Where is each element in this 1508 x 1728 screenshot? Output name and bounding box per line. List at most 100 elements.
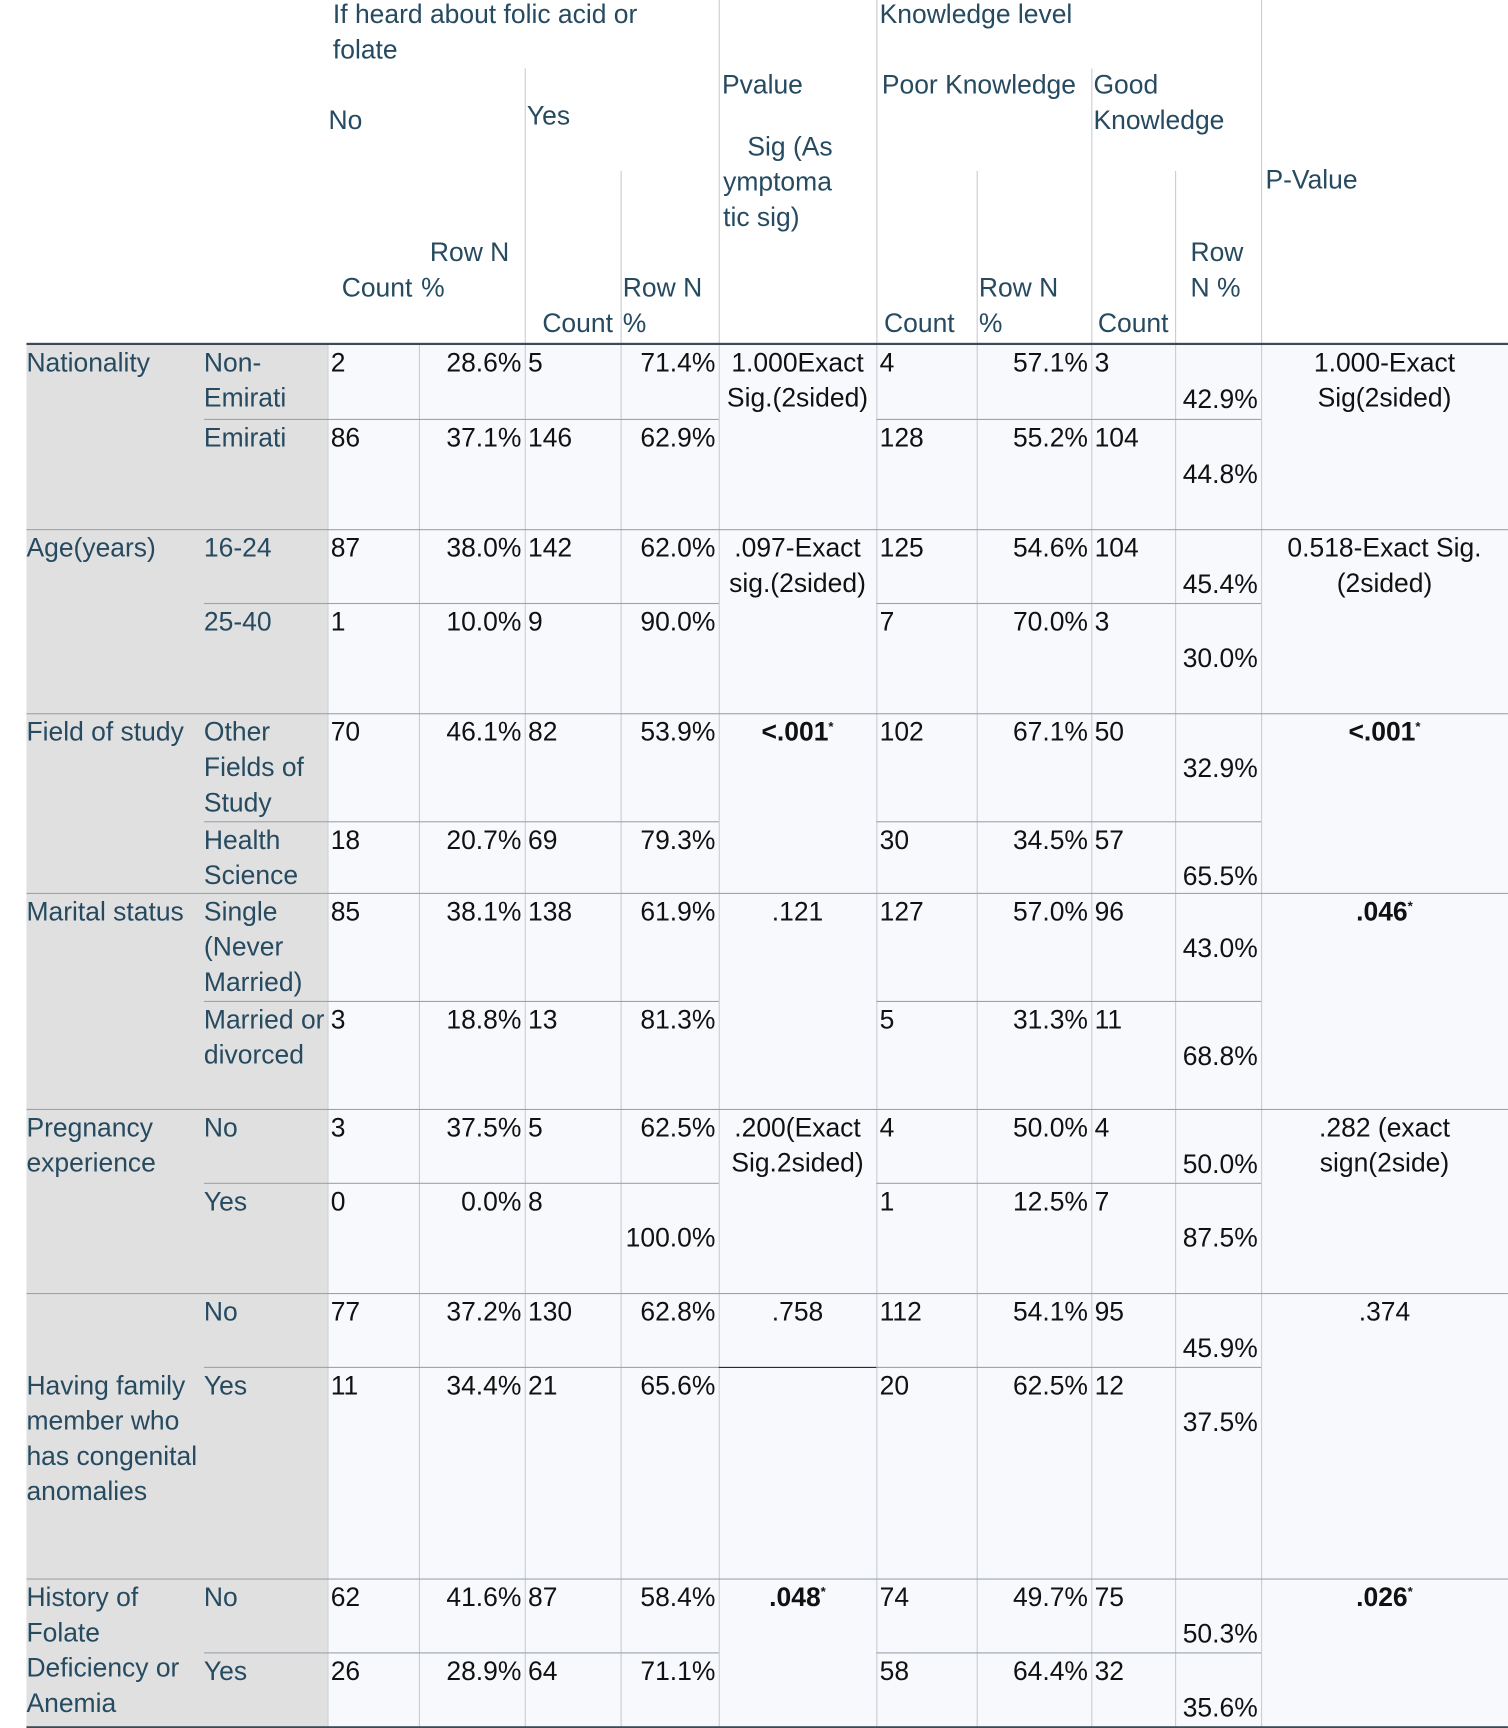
cell: 37.5% <box>446 1113 522 1144</box>
row-label: No <box>203 1113 238 1144</box>
p-value-text: .758 <box>771 1297 824 1328</box>
header: Count <box>884 308 955 339</box>
rule <box>876 418 1262 420</box>
cell: 87.5% <box>1182 1223 1258 1254</box>
p-value: .374 <box>1265 1295 1503 1330</box>
rule <box>876 1182 1262 1184</box>
rule <box>203 1182 719 1184</box>
p-value: .097-Exact sig.(2sided) <box>723 531 872 602</box>
p-value-text: 0.518-Exact Sig.(2sided) <box>1287 533 1482 599</box>
cell: 4 <box>879 1113 895 1144</box>
cell: 87 <box>330 533 361 564</box>
rule <box>876 602 1262 605</box>
p-value: .048* <box>723 1581 872 1616</box>
cell: 45.9% <box>1182 1333 1258 1364</box>
data-bg <box>327 343 1508 1727</box>
header: P-Value <box>1265 165 1358 196</box>
cell: 74 <box>879 1582 910 1613</box>
cell: 12.5% <box>1012 1187 1088 1217</box>
header-group: If heard about folic acid or folate <box>332 0 638 66</box>
p-value-text: .121 <box>771 897 824 928</box>
rule <box>876 1000 1262 1002</box>
column-rule <box>1261 343 1263 1727</box>
column-rule <box>1175 170 1177 344</box>
cell: 96 <box>1094 897 1125 928</box>
p-value-text: .048 <box>769 1582 821 1613</box>
p-value: .121 <box>723 895 872 930</box>
cell: 5 <box>879 1005 895 1036</box>
cell: 55.2% <box>1012 423 1088 454</box>
rule <box>876 1652 1262 1654</box>
column-rule <box>620 170 622 344</box>
cell: 37.5% <box>1182 1407 1258 1438</box>
row-label: Married or divorced <box>203 1005 325 1071</box>
rule <box>203 821 719 823</box>
row-label: Emirati <box>203 423 287 454</box>
cell: 104 <box>1094 423 1139 454</box>
p-value-text: .200(Exact Sig.2sided) <box>731 1113 864 1179</box>
cell: 46.1% <box>446 717 522 748</box>
p-value-text: .282 (exact sign(2side) <box>1319 1113 1450 1179</box>
group-label: Age(years) <box>26 533 156 564</box>
cell: 82 <box>528 717 558 748</box>
column-rule <box>718 343 720 1727</box>
cell: 45.4% <box>1182 569 1258 600</box>
cell: 49.7% <box>1012 1582 1088 1613</box>
cell: 81.3% <box>640 1005 716 1036</box>
cell: 32.9% <box>1182 753 1258 784</box>
cell: 70.0% <box>1012 607 1088 638</box>
cell: 100.0% <box>625 1223 716 1254</box>
p-value: .758 <box>723 1295 872 1330</box>
rule <box>26 529 1508 531</box>
rule <box>203 418 719 420</box>
cell: 95 <box>1094 1297 1125 1328</box>
cell: 11 <box>1094 1005 1123 1036</box>
p-value-text: <.001 <box>1348 717 1416 748</box>
cell: 12 <box>1094 1371 1125 1402</box>
cell: 50 <box>1094 717 1125 748</box>
header: Count <box>1097 308 1169 339</box>
header: Row N % <box>978 273 1059 339</box>
cell: 77 <box>330 1297 361 1328</box>
cell: 71.4% <box>640 348 716 379</box>
cell: 57.0% <box>1012 897 1088 928</box>
header: Pvalue <box>722 70 803 101</box>
footnote-mark: * <box>1407 898 1413 914</box>
cell: 54.1% <box>1012 1297 1088 1328</box>
rule <box>26 1726 1508 1728</box>
column-rule <box>1175 343 1177 1727</box>
column-rule <box>327 343 329 1727</box>
cell: 21 <box>528 1371 558 1402</box>
cell: 64 <box>528 1656 558 1687</box>
cell: 3 <box>1094 607 1110 638</box>
rule <box>876 1366 1262 1368</box>
cell: 1 <box>879 1187 895 1217</box>
cell: 58 <box>879 1656 910 1687</box>
cell: 0 <box>330 1187 346 1217</box>
p-value-text: <.001 <box>761 717 829 748</box>
cell: 44.8% <box>1182 459 1258 490</box>
cell: 5 <box>528 1113 543 1144</box>
column-rule <box>1091 68 1093 344</box>
header: Count <box>542 308 613 339</box>
cell: 37.2% <box>446 1297 522 1328</box>
cell: 50.0% <box>1182 1149 1258 1180</box>
cell: 26 <box>330 1656 361 1687</box>
cell: 112 <box>879 1297 922 1328</box>
rule <box>26 1578 1508 1580</box>
cell: 4 <box>879 348 895 379</box>
cell: 35.6% <box>1182 1693 1258 1723</box>
cell: 37.1% <box>446 423 522 454</box>
rule <box>203 1000 719 1002</box>
cell: 68.8% <box>1182 1041 1258 1072</box>
row-label: 16-24 <box>203 533 272 564</box>
cell: 138 <box>528 897 573 928</box>
row-label: Health Science <box>203 825 299 891</box>
footnote-mark: * <box>1415 718 1421 735</box>
p-value-text: .374 <box>1358 1297 1411 1328</box>
cell: 62.0% <box>640 533 716 564</box>
row-label: Yes <box>203 1656 248 1687</box>
column-rule <box>718 0 720 344</box>
cell: 18 <box>330 825 361 856</box>
p-value: 1.000Exact Sig.(2sided) <box>723 346 872 417</box>
